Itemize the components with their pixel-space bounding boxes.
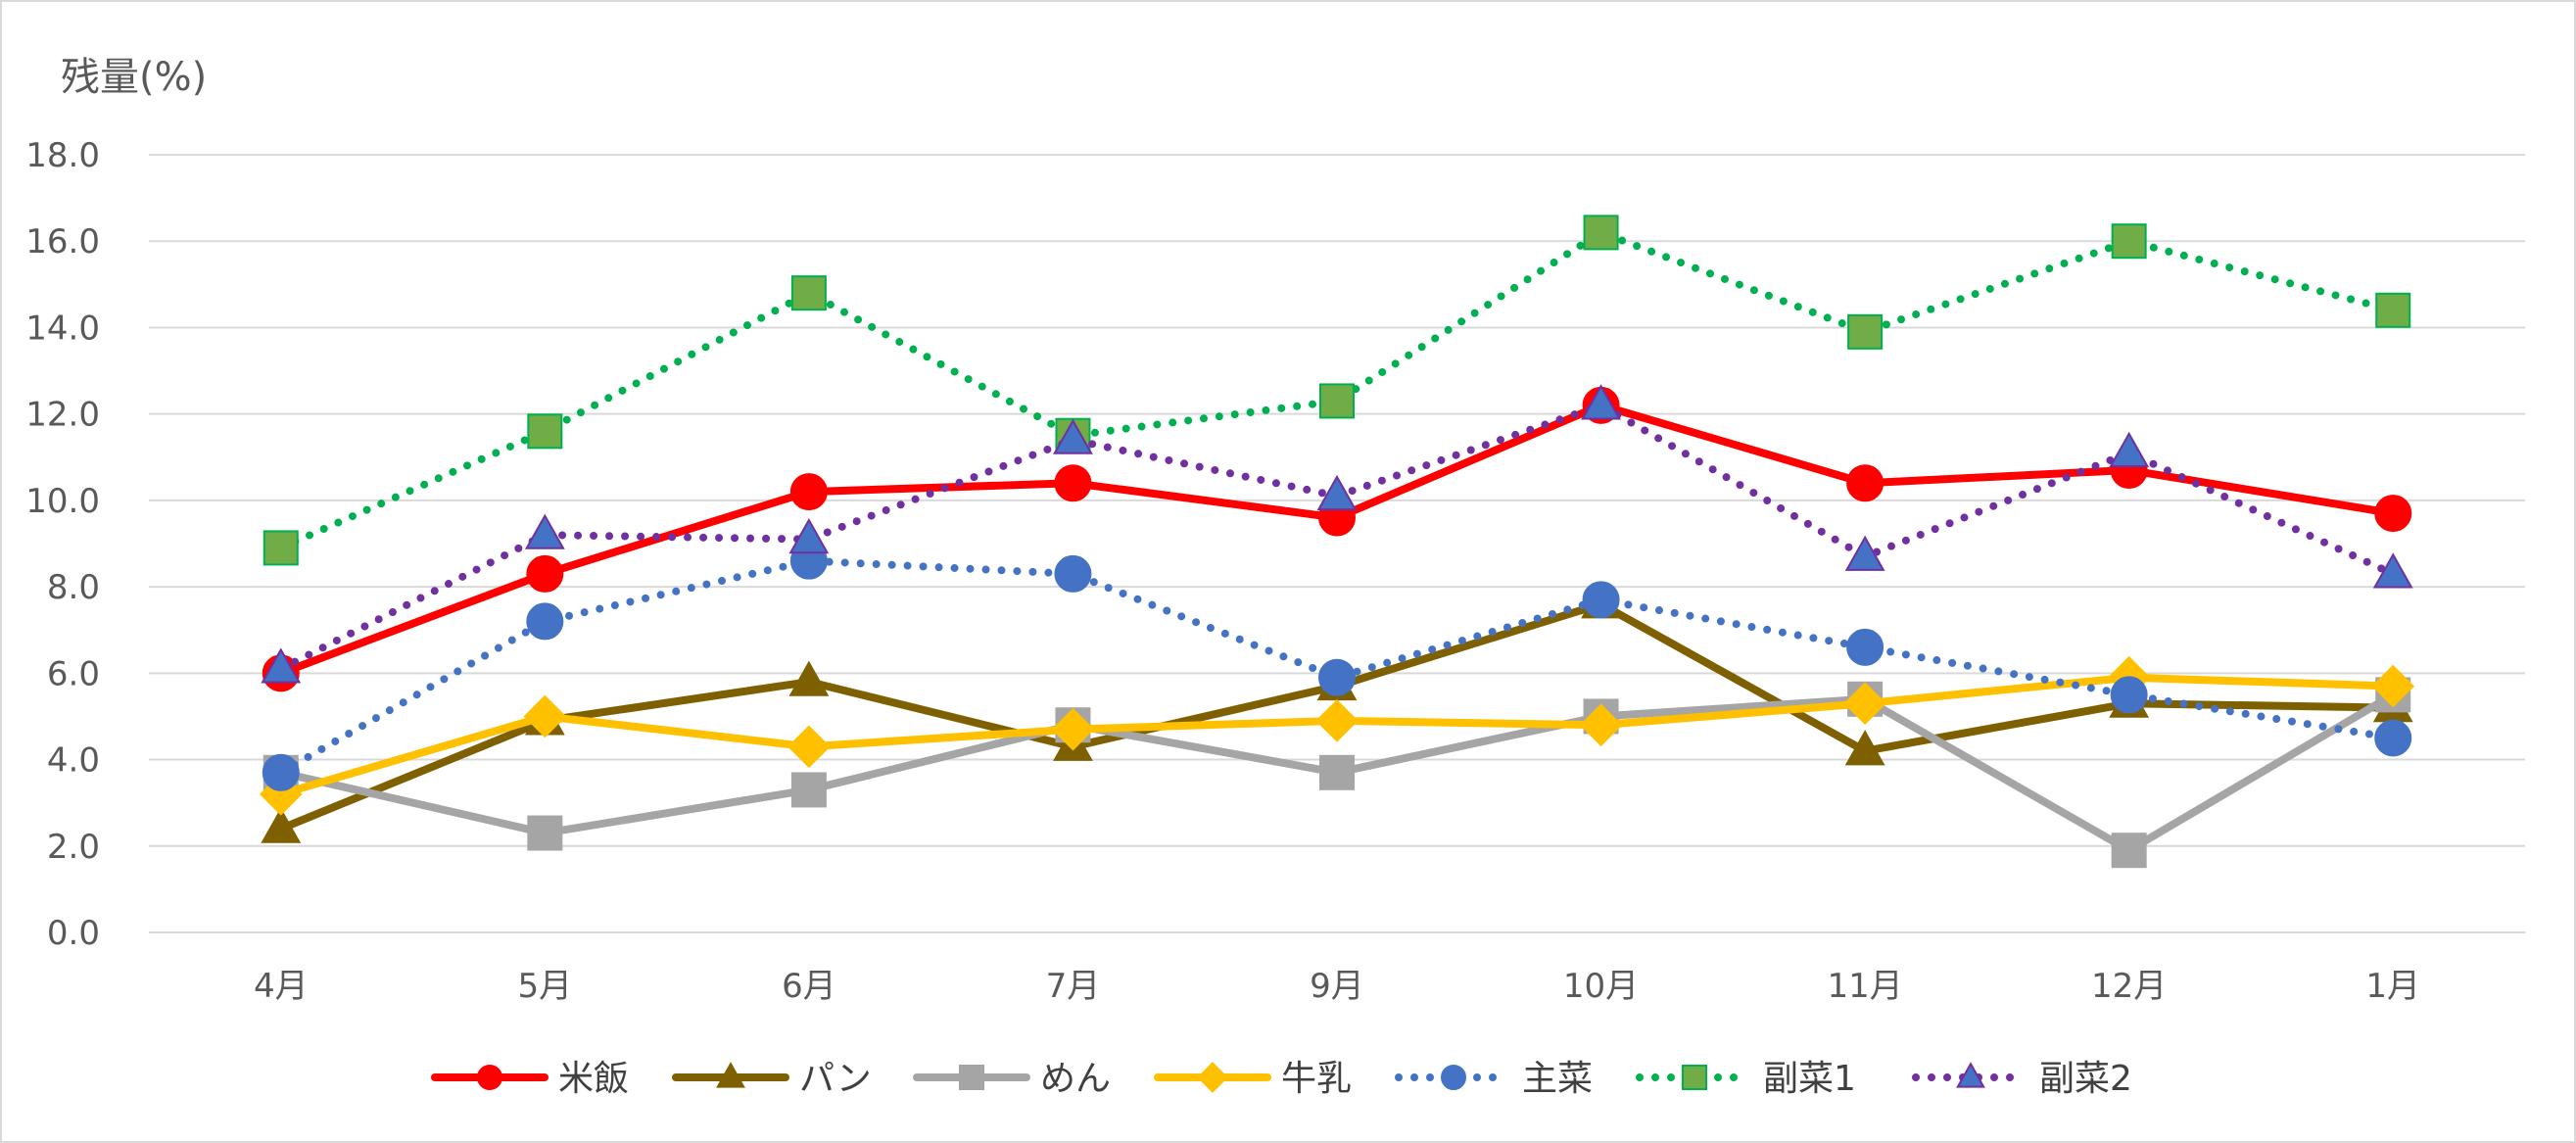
data-point	[788, 518, 830, 554]
legend-label: 主菜	[1522, 1059, 1593, 1099]
y-axis-label: 残量(%)	[61, 55, 207, 100]
series-5	[262, 542, 2412, 791]
data-point	[2110, 676, 2148, 714]
y-tick-label: 8.0	[47, 568, 100, 607]
x-tick-label: 12月	[2091, 967, 2167, 1006]
data-point	[2374, 495, 2412, 533]
data-point	[790, 275, 827, 311]
data-point	[1316, 474, 1358, 511]
series-7	[261, 384, 2413, 684]
data-point	[1846, 464, 1884, 502]
y-tick-label: 6.0	[47, 654, 100, 693]
data-point	[526, 554, 564, 593]
data-point	[789, 473, 828, 511]
series-line	[276, 401, 2398, 678]
legend-marker	[1441, 1065, 1466, 1090]
x-tick-label: 7月	[1046, 967, 1101, 1006]
data-point	[1843, 682, 1886, 726]
data-point	[2372, 552, 2413, 589]
legend-item: 牛乳	[1154, 1059, 1352, 1099]
data-point	[1583, 214, 1619, 251]
legend-marker	[716, 1062, 745, 1088]
data-point	[1846, 628, 1884, 666]
data-point	[2109, 431, 2150, 467]
data-point	[790, 772, 827, 808]
legend-marker	[477, 1065, 502, 1090]
data-point	[261, 807, 302, 843]
data-point	[526, 602, 564, 641]
data-point	[787, 725, 831, 769]
y-tick-label: 10.0	[25, 482, 100, 521]
legend-label: 米飯	[558, 1059, 629, 1099]
y-tick-label: 4.0	[47, 741, 100, 781]
data-point	[1844, 535, 1885, 571]
data-point	[1319, 383, 1355, 419]
data-point	[1847, 313, 1884, 350]
data-point	[261, 647, 302, 684]
data-point	[1319, 754, 1355, 790]
legend-item: めん	[913, 1059, 1111, 1099]
data-point	[1844, 730, 1885, 766]
data-point	[2374, 719, 2412, 757]
data-point	[1051, 707, 1095, 751]
x-tick-label: 10月	[1563, 967, 1639, 1006]
data-point	[262, 753, 300, 791]
y-tick-label: 14.0	[25, 309, 100, 348]
series-line	[276, 401, 2398, 673]
data-point	[1315, 699, 1359, 742]
x-tick-label: 5月	[518, 967, 573, 1006]
legend-marker	[1956, 1062, 1985, 1088]
series-line	[276, 556, 2398, 777]
legend-label: 牛乳	[1281, 1059, 1352, 1099]
data-point	[1053, 418, 1093, 454]
data-point	[262, 530, 299, 566]
series-6	[262, 214, 2411, 566]
legend-label: 副菜1	[1763, 1059, 1856, 1099]
data-point	[1054, 464, 1092, 502]
data-point	[2111, 833, 2147, 869]
y-tick-label: 0.0	[47, 914, 100, 953]
data-point	[1318, 658, 1356, 696]
legend-label: めん	[1040, 1059, 1111, 1099]
data-point	[527, 413, 563, 450]
x-tick-label: 9月	[1310, 967, 1364, 1006]
y-tick-label: 2.0	[47, 828, 100, 867]
x-tick-label: 6月	[782, 967, 836, 1006]
data-point	[2375, 292, 2411, 328]
x-tick-label: 4月	[254, 967, 309, 1006]
legend-item: パン	[672, 1059, 872, 1099]
legend-item: 主菜	[1395, 1059, 1593, 1099]
legend-marker	[1197, 1062, 1228, 1093]
y-tick-label: 12.0	[25, 396, 100, 435]
legend-marker	[959, 1065, 984, 1090]
data-point	[1054, 554, 1092, 593]
series-1	[262, 386, 2412, 692]
data-point	[788, 660, 830, 696]
legend-item: 米飯	[431, 1059, 629, 1099]
legend-label: パン	[799, 1059, 872, 1099]
data-point	[523, 694, 567, 738]
data-point	[2371, 664, 2415, 708]
legend-marker	[1682, 1065, 1707, 1090]
y-tick-label: 18.0	[25, 136, 100, 175]
data-point	[2111, 223, 2147, 260]
legend-label: 副菜2	[2039, 1059, 2132, 1099]
data-point	[1581, 384, 1621, 420]
data-point	[527, 815, 563, 851]
data-point	[1582, 581, 1620, 619]
y-tick-label: 16.0	[25, 222, 100, 262]
legend-item: 副菜1	[1636, 1059, 1856, 1099]
legend-item: 副菜2	[1912, 1059, 2132, 1099]
data-point	[524, 513, 565, 549]
x-tick-label: 11月	[1827, 967, 1902, 1006]
series-line	[276, 228, 2398, 552]
x-tick-label: 1月	[2365, 967, 2420, 1006]
data-point	[1579, 703, 1623, 747]
